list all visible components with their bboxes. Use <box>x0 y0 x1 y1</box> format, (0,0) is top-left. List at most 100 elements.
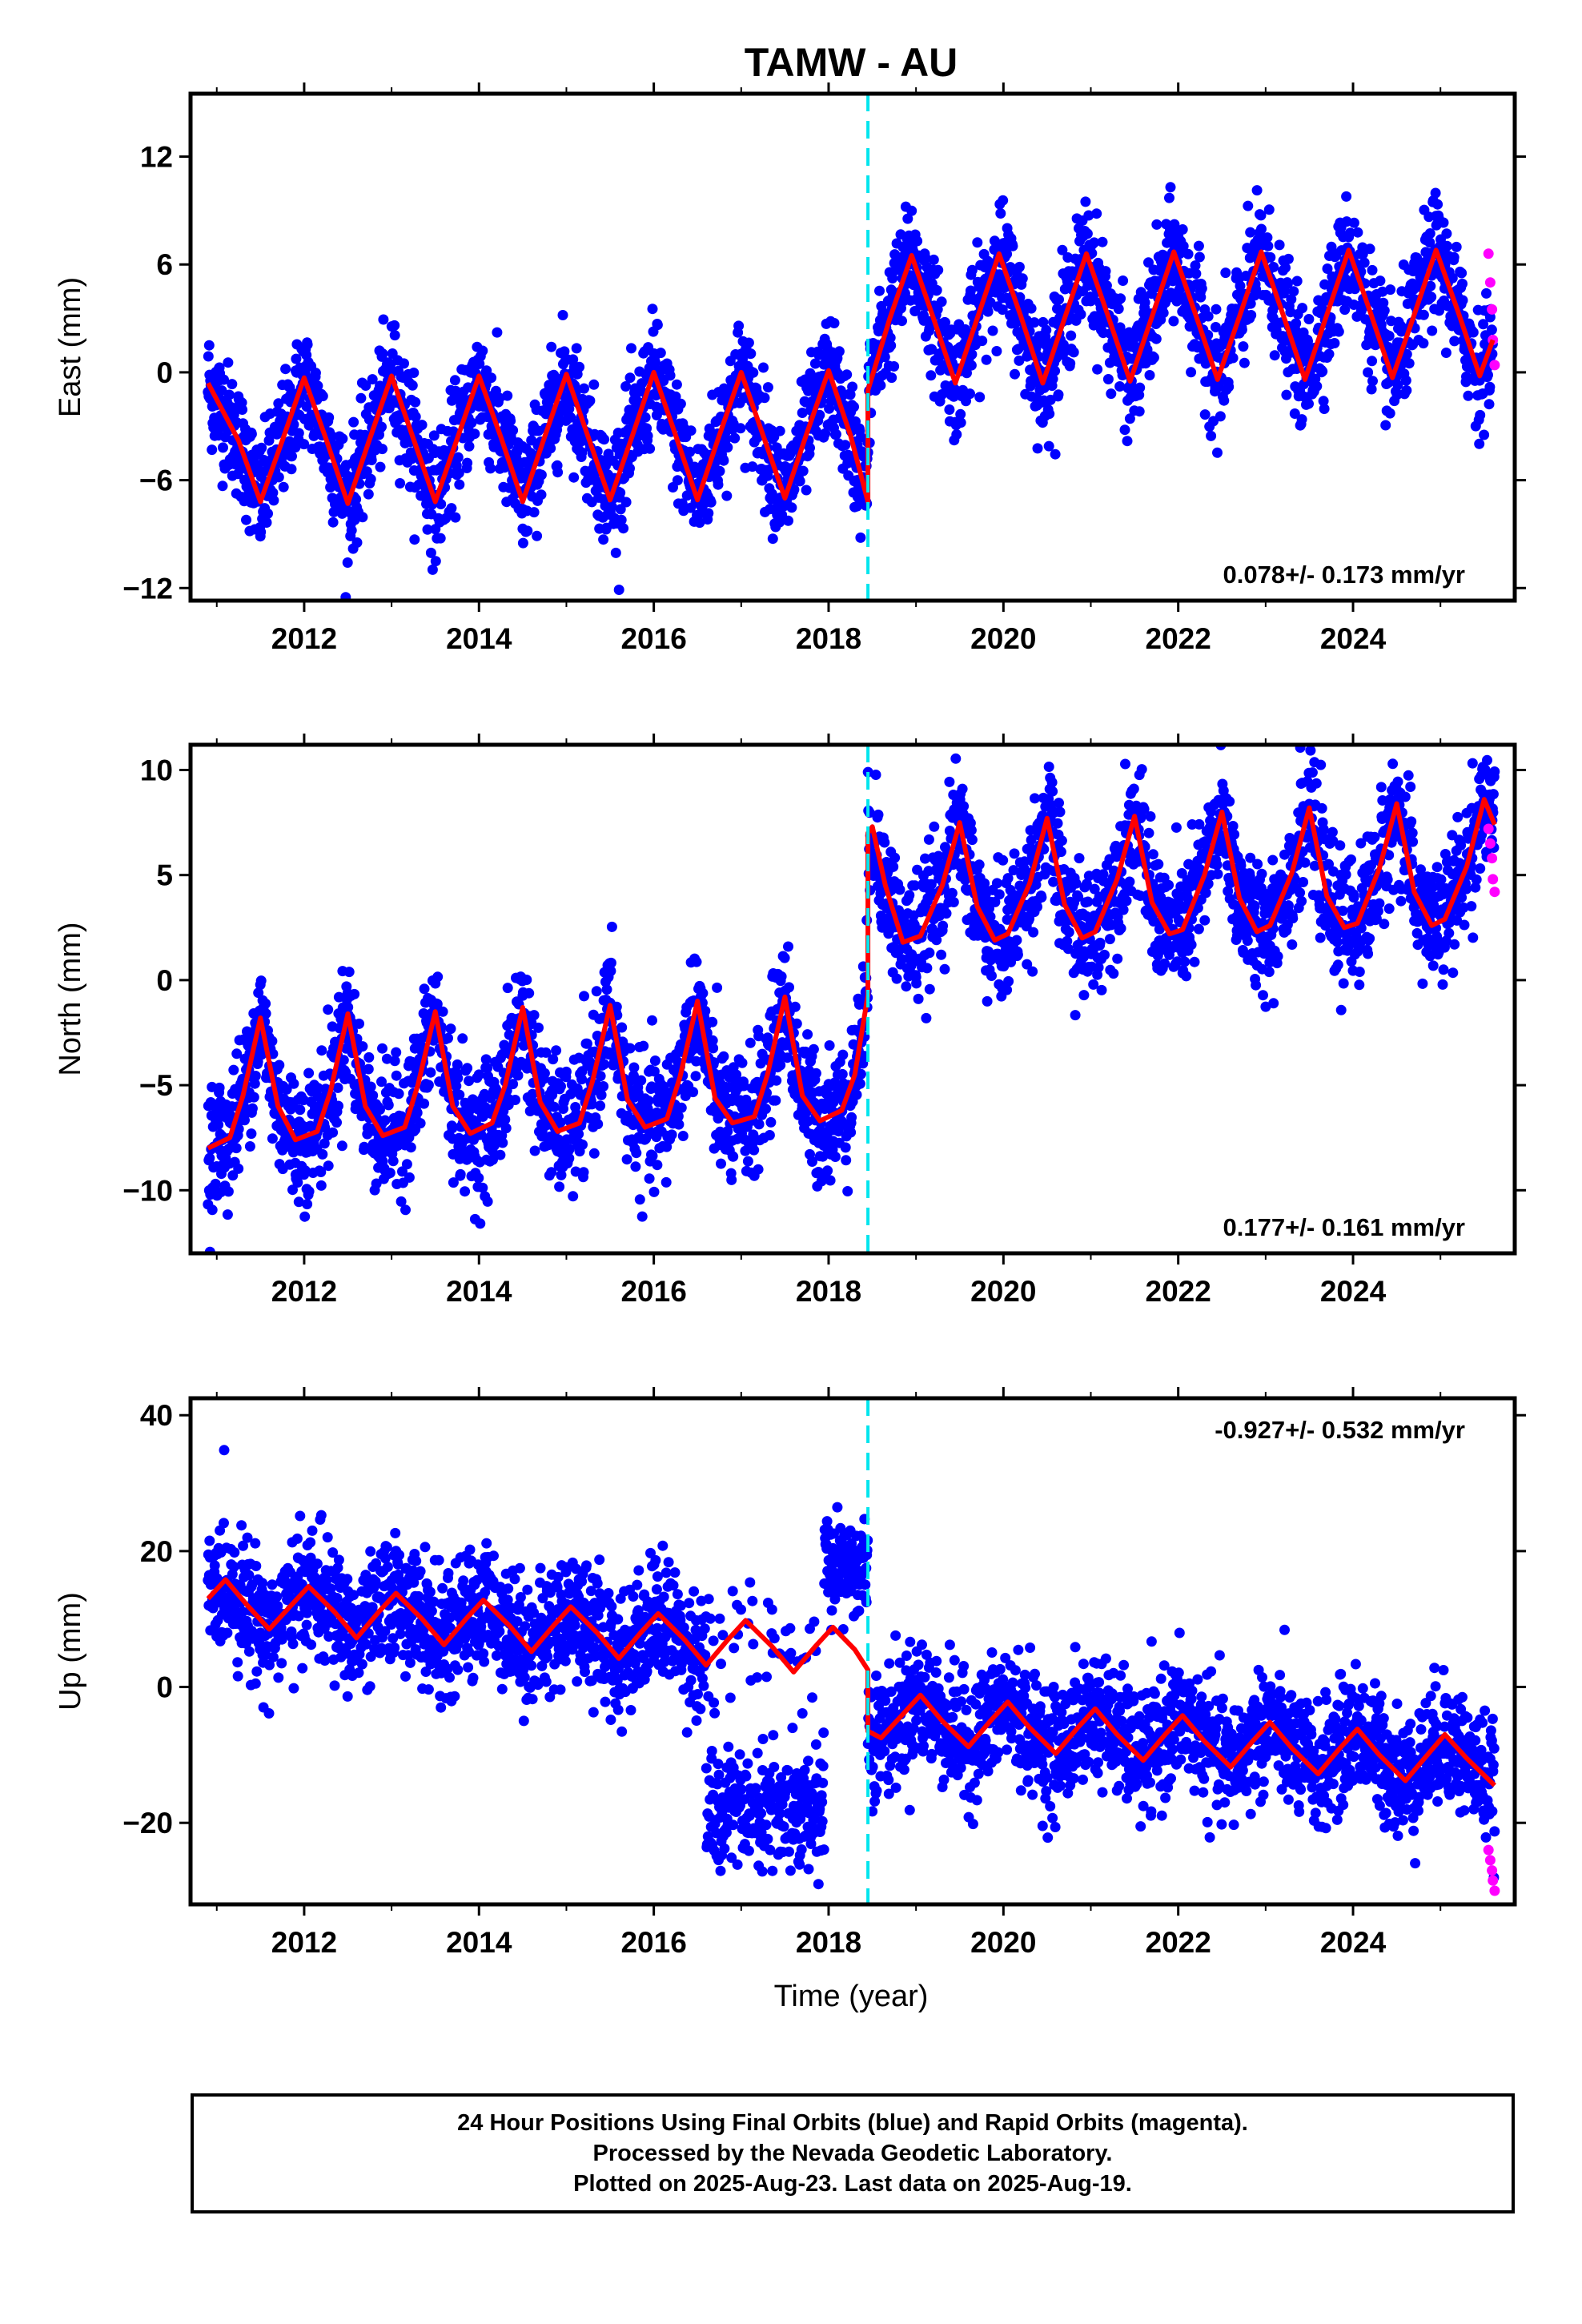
velocity-label: 0.078+/- 0.173 mm/yr <box>1223 561 1465 589</box>
data-point <box>1002 248 1013 259</box>
data-point <box>998 195 1009 206</box>
data-point <box>595 1100 606 1112</box>
data-point <box>731 1069 742 1080</box>
data-point <box>510 1095 520 1105</box>
data-point <box>310 368 321 379</box>
data-point <box>1053 389 1064 400</box>
data-point <box>1403 358 1415 369</box>
data-point <box>1448 251 1460 263</box>
x-tick-label: 2016 <box>620 622 686 655</box>
data-point <box>287 1184 298 1196</box>
data-point <box>363 1051 375 1063</box>
data-point <box>797 408 808 418</box>
data-point <box>1348 217 1359 228</box>
data-point <box>712 982 723 993</box>
data-point <box>671 379 682 390</box>
model-line <box>206 247 1496 506</box>
data-point <box>1333 326 1344 337</box>
data-point <box>454 1089 465 1100</box>
data-point <box>897 316 907 327</box>
data-point <box>557 310 568 320</box>
data-point <box>546 341 557 352</box>
data-point <box>1134 406 1145 417</box>
data-point <box>349 514 360 525</box>
data-point <box>468 1094 478 1105</box>
data-point <box>1280 262 1291 273</box>
data-point <box>840 1142 851 1153</box>
data-point <box>508 1079 519 1090</box>
data-point <box>833 1126 844 1137</box>
data-point <box>1245 227 1256 238</box>
data-point <box>598 534 609 545</box>
data-point <box>502 983 513 994</box>
data-point <box>638 1040 649 1051</box>
data-point <box>640 412 651 423</box>
data-point <box>624 1043 636 1054</box>
data-point <box>749 1144 760 1156</box>
data-point <box>524 987 535 999</box>
data-point <box>642 1103 653 1114</box>
data-point <box>331 1117 342 1128</box>
data-point <box>841 369 853 380</box>
data-point <box>475 1218 486 1229</box>
data-point <box>540 1047 552 1058</box>
data-point <box>1447 272 1458 283</box>
data-point <box>223 389 235 400</box>
data-point <box>260 998 271 1009</box>
data-point <box>1041 324 1052 336</box>
data-point <box>642 430 653 441</box>
data-point <box>317 1148 328 1160</box>
data-point <box>255 975 267 987</box>
data-point <box>1282 278 1293 289</box>
data-point <box>1092 364 1103 375</box>
data-point <box>616 514 627 525</box>
data-point <box>1329 338 1340 348</box>
data-point <box>452 1059 463 1070</box>
data-point <box>233 1124 244 1135</box>
data-point <box>1392 380 1403 391</box>
data-point <box>621 1154 632 1165</box>
data-point <box>539 1068 550 1079</box>
data-point <box>1050 365 1061 376</box>
data-point <box>1230 304 1241 315</box>
data-point <box>1424 237 1435 248</box>
data-point <box>1102 374 1114 384</box>
data-point <box>1182 248 1194 259</box>
data-point <box>722 442 733 453</box>
data-point <box>495 1149 506 1160</box>
data-point <box>596 1089 607 1100</box>
data-point <box>337 433 348 444</box>
data-point <box>443 1032 453 1043</box>
data-point <box>346 525 357 536</box>
data-point <box>1191 268 1202 279</box>
data-point <box>1148 352 1159 363</box>
data-point <box>789 484 800 495</box>
data-point <box>1291 275 1303 287</box>
data-point <box>1007 240 1018 251</box>
data-point <box>359 1141 370 1152</box>
data-point <box>216 385 227 396</box>
data-point <box>253 987 264 999</box>
data-point <box>1038 382 1050 393</box>
data-point <box>375 1104 385 1115</box>
data-point <box>327 1127 339 1138</box>
data-point <box>606 921 617 932</box>
data-point <box>613 585 624 595</box>
data-point <box>1089 237 1100 248</box>
data-point <box>367 1090 379 1101</box>
x-tick-label: 2020 <box>970 622 1036 655</box>
data-point <box>824 1040 835 1051</box>
data-point <box>497 1137 508 1148</box>
data-point <box>218 442 228 453</box>
data-point <box>718 1051 729 1062</box>
data-point <box>260 1008 271 1019</box>
data-point <box>615 487 626 498</box>
data-point <box>482 1196 493 1207</box>
data-point <box>336 1140 347 1152</box>
data-point <box>383 1100 394 1111</box>
data-point <box>342 557 353 568</box>
data-point <box>204 1152 215 1164</box>
data-point <box>601 984 612 995</box>
data-point <box>690 1071 701 1082</box>
data-point <box>1263 204 1275 215</box>
